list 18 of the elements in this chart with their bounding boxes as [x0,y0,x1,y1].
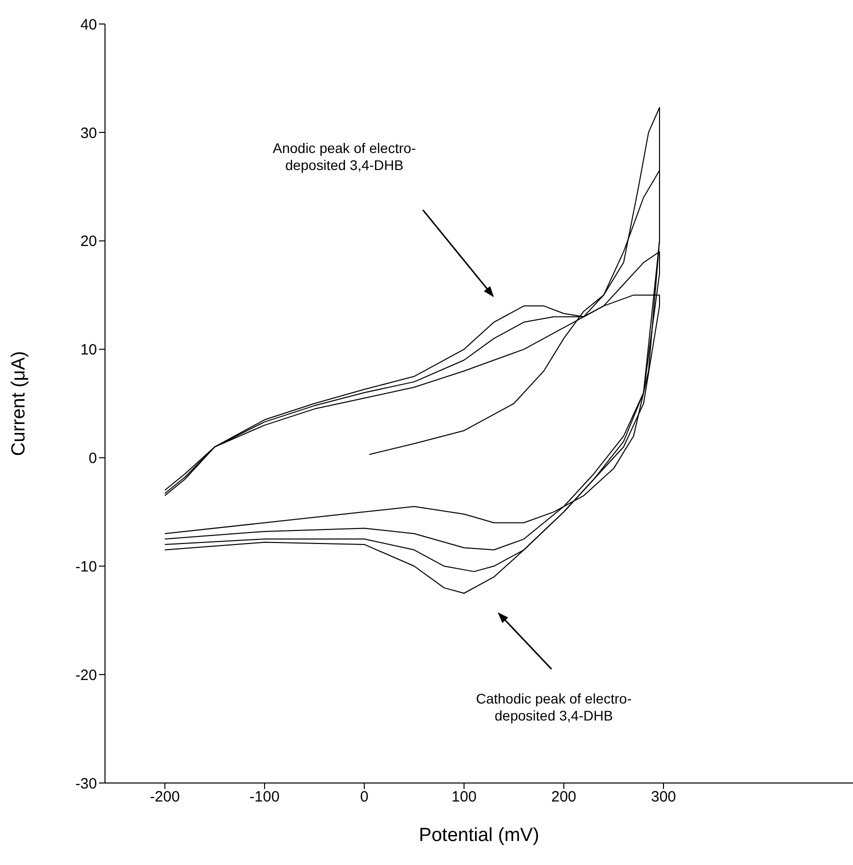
x-tick-label: 300 [650,788,676,806]
y-tick-label: 10 [80,342,97,359]
x-tick-label: 100 [452,788,477,806]
annotation: Cathodic peak of electro-deposited 3,4-DHB [476,690,632,724]
y-axis-title: Current (μA) [8,351,30,456]
y-tick-label: -10 [75,558,97,576]
y-tick-label: 0 [88,450,97,468]
x-tick-label: -200 [150,788,180,806]
x-axis-title: Potential (mV) [418,825,540,846]
y-tick-label: -20 [75,666,97,684]
y-tick-label: 20 [80,233,97,250]
annotation: Anodic peak of electro-deposited 3,4-DHB [272,140,416,174]
x-tick-label: 0 [360,788,368,806]
x-tick-label: 200 [551,788,576,806]
x-tick-label: -100 [250,788,280,806]
y-tick-label: 40 [80,16,97,34]
y-tick-label: -30 [75,775,97,792]
y-tick-label: 30 [80,124,97,142]
